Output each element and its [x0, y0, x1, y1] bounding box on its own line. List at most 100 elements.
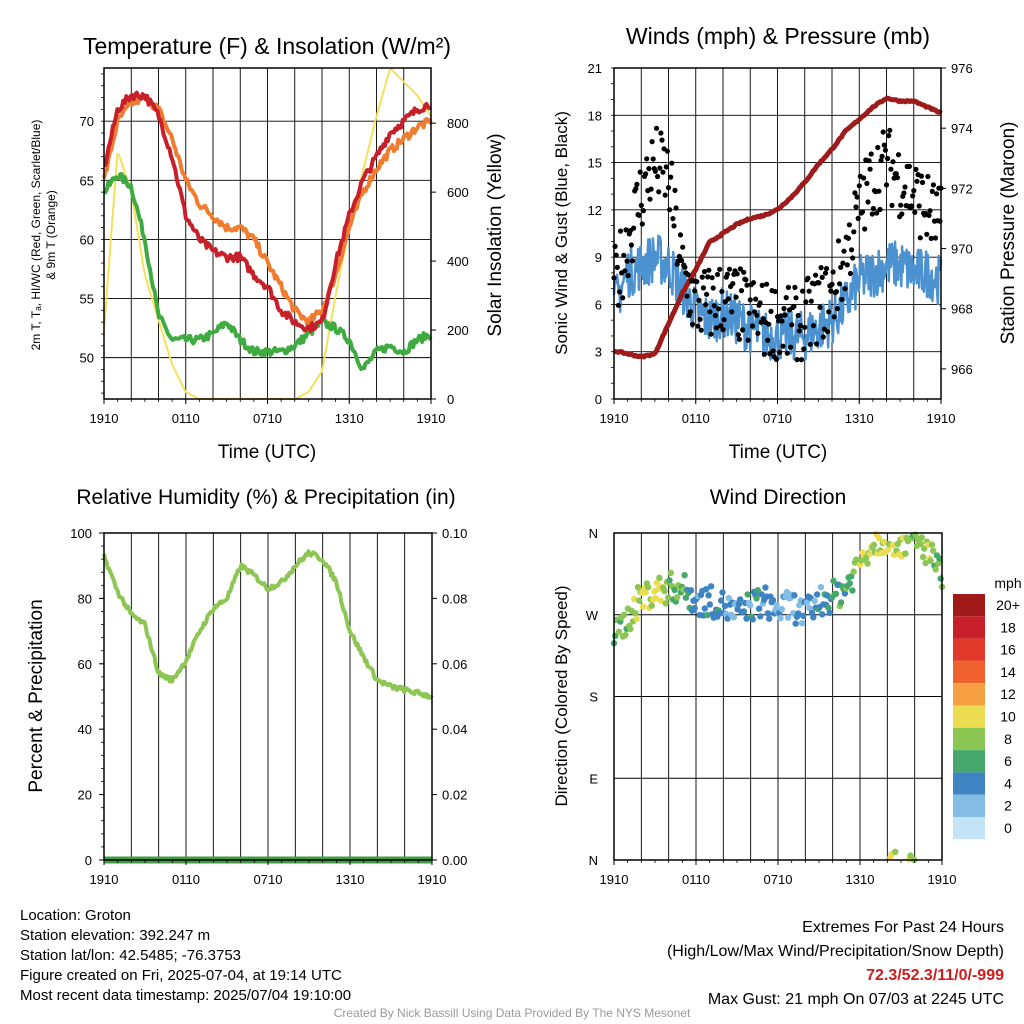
- gust-point: [819, 274, 825, 280]
- gust-point: [706, 267, 712, 273]
- gust-point: [717, 266, 723, 272]
- gust-point: [628, 242, 635, 248]
- legend-label: 8: [1004, 731, 1012, 747]
- gust-point: [852, 190, 858, 196]
- gust-point: [805, 275, 811, 281]
- direction-point: [719, 589, 726, 596]
- legend-label: 16: [1000, 642, 1016, 658]
- direction-point: [652, 595, 659, 602]
- gust-point: [859, 209, 866, 215]
- gust-point: [705, 274, 711, 280]
- gust-point: [710, 285, 716, 291]
- gust-point: [682, 264, 688, 270]
- gust-point: [624, 258, 630, 264]
- gust-point: [864, 180, 870, 186]
- gust-point: [895, 152, 902, 158]
- gust-point: [818, 265, 824, 271]
- direction-point: [749, 616, 756, 623]
- y-tick-label: 40: [78, 722, 92, 737]
- direction-point: [889, 542, 896, 549]
- gust-point: [846, 222, 853, 228]
- gust-point: [845, 235, 852, 241]
- direction-point: [932, 566, 939, 573]
- direction-point: [656, 574, 663, 581]
- direction-point: [880, 538, 888, 545]
- direction-point: [615, 628, 623, 635]
- direction-point: [892, 848, 899, 855]
- y-right-tick-label: 0.06: [442, 657, 467, 672]
- gust-point: [648, 186, 654, 192]
- direction-point: [718, 597, 725, 604]
- gust-point: [874, 210, 880, 216]
- y-tick-label: 55: [80, 292, 94, 307]
- direction-point: [757, 613, 764, 620]
- direction-point: [848, 573, 855, 580]
- y-right-tick-label: 0.02: [442, 788, 467, 803]
- x-tick-label: 0710: [763, 411, 792, 426]
- gust-point: [725, 296, 732, 302]
- gust-point: [687, 309, 693, 315]
- direction-point: [783, 588, 790, 596]
- gust-point: [830, 269, 836, 275]
- gust-point: [854, 194, 860, 200]
- gust-point: [794, 357, 800, 363]
- gust-point: [779, 318, 785, 324]
- gust-point: [737, 266, 744, 272]
- gust-point: [647, 196, 653, 202]
- winds-series: [611, 95, 944, 363]
- direction-point: [919, 553, 927, 561]
- gust-point: [708, 331, 714, 337]
- gust-point: [735, 332, 741, 338]
- direction-point: [927, 557, 934, 564]
- legend-swatch: [953, 683, 985, 706]
- direction-point: [701, 605, 708, 612]
- y-tick-label: N: [589, 853, 598, 868]
- gust-point: [755, 330, 761, 336]
- humidity-grid: [130, 533, 406, 860]
- gust-point: [791, 303, 797, 309]
- direction-point: [811, 597, 818, 605]
- gust-point: [736, 336, 743, 342]
- speed-color-legend: mph 20+ 18 16 14 12 10 8 6 4 2 0: [953, 575, 1022, 840]
- gust-point: [883, 182, 890, 188]
- direction-point: [682, 594, 690, 601]
- gust-point: [847, 270, 854, 277]
- y-tick-label: 60: [78, 657, 92, 672]
- direction-point: [737, 596, 744, 603]
- legend-swatch: [953, 794, 985, 817]
- gust-point: [879, 153, 885, 159]
- gust-point: [866, 158, 872, 164]
- direction-point: [846, 580, 854, 587]
- gust-point: [789, 322, 795, 328]
- gust-point: [679, 257, 685, 264]
- gust-point: [655, 173, 661, 180]
- gust-point: [798, 357, 805, 363]
- gust-point: [746, 310, 752, 316]
- x-tick-label: 1910: [90, 411, 119, 426]
- series-line-rh: [102, 549, 434, 700]
- gust-point: [696, 297, 702, 303]
- humidity-ticks: 1910 0110 0710 1310 1910 0 20 40 60 80 100 0.00 0.02…: [70, 526, 467, 887]
- gust-point: [662, 192, 668, 198]
- gust-point: [720, 327, 726, 333]
- legend-label: 18: [1000, 619, 1016, 635]
- direction-point: [706, 601, 714, 608]
- gust-point: [749, 323, 756, 329]
- gust-point: [828, 288, 834, 294]
- direction-point: [730, 614, 737, 621]
- winds-xlabel: Time (UTC): [729, 442, 828, 463]
- x-tick-label: 0110: [682, 411, 710, 426]
- direction-point: [753, 595, 760, 602]
- gust-point: [745, 337, 751, 343]
- gust-point: [711, 303, 717, 309]
- direction-point: [907, 852, 914, 859]
- legend-swatch: [953, 638, 985, 661]
- gust-point: [793, 295, 799, 301]
- gust-point: [855, 215, 861, 221]
- gust-point: [902, 184, 908, 190]
- gust-point: [743, 277, 749, 283]
- direction-point: [725, 594, 732, 602]
- gust-point: [930, 182, 937, 188]
- station-location: Location: Groton: [20, 907, 131, 924]
